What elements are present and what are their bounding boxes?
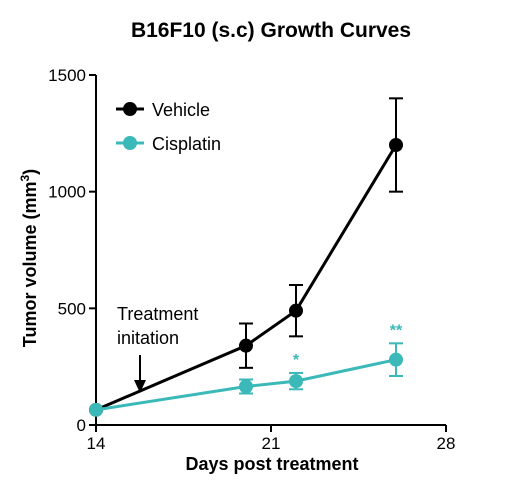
y-axis-ticks: 0 500 1000 1500 [48,66,96,435]
series-layer: *** [89,97,403,417]
annotation-line-2: initation [117,328,179,348]
treatment-annotation: Treatment initation [117,304,198,393]
x-tick-label: 28 [437,434,456,453]
legend-item-cisplatin: Cisplatin [116,134,221,154]
legend-label-vehicle: Vehicle [152,100,210,120]
significance-label: ** [390,322,403,339]
x-tick-label: 21 [262,434,281,453]
data-point-cisplatin [239,379,253,394]
data-point-vehicle [289,303,303,318]
data-point-cisplatin [89,402,103,417]
y-tick-label: 1500 [48,66,86,85]
x-axis-ticks: 14 21 28 [87,425,456,453]
data-point-cisplatin [289,374,303,389]
y-axis-label-end: ) [20,169,40,175]
significance-label: * [293,352,300,369]
series-line-cisplatin [95,358,397,412]
axes [95,75,446,426]
y-tick-label: 0 [77,416,86,435]
y-axis-label-superscript: 3 [18,175,32,182]
legend-marker-cisplatin [123,136,137,150]
series-cisplatin: *** [89,322,403,417]
legend-label-cisplatin: Cisplatin [152,134,221,154]
legend: Vehicle Cisplatin [116,100,221,154]
legend-item-vehicle: Vehicle [116,100,210,120]
data-point-vehicle [389,138,403,152]
y-tick-label: 1000 [48,183,86,202]
data-point-vehicle [239,338,253,353]
chart-title: B16F10 (s.c) Growth Curves [131,19,411,42]
annotation-arrow-head [134,380,146,393]
x-axis-label: Days post treatment [185,454,358,474]
y-tick-label: 500 [58,299,86,318]
annotation-line-1: Treatment [117,304,198,324]
legend-marker-vehicle [123,102,137,116]
y-axis-label-main: Tumor volume (mm [20,182,40,348]
series-line-vehicle [95,144,398,412]
data-point-cisplatin [389,352,403,367]
y-axis-label: Tumor volume (mm3) [18,169,40,347]
x-tick-label: 14 [87,434,106,453]
